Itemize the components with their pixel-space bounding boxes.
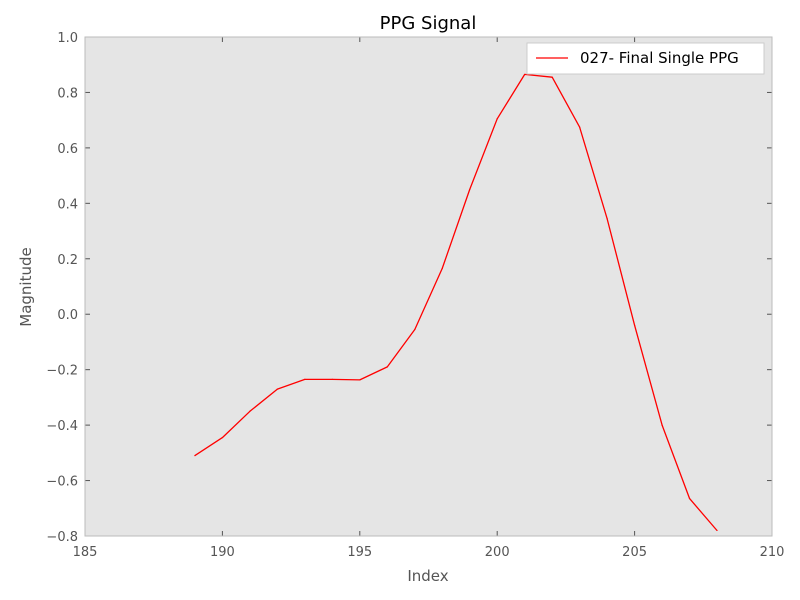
- plot-frame: [84, 36, 773, 537]
- data-point: [331, 378, 333, 380]
- legend-label: 027- Final Single PPG: [580, 49, 739, 67]
- y-tick-label: 0.2: [57, 253, 78, 268]
- data-point: [688, 497, 691, 500]
- data-point: [469, 188, 471, 191]
- data-point: [276, 388, 278, 390]
- y-tick-label: −0.8: [46, 530, 78, 545]
- x-tick-label: 210: [760, 545, 785, 560]
- data-point: [634, 324, 636, 326]
- y-tick-label: 0.6: [57, 142, 78, 157]
- data-point: [496, 118, 498, 120]
- y-axis-title: Magnitude: [17, 247, 35, 326]
- y-tick-label: 1.0: [57, 31, 78, 46]
- y-tick-label: −0.6: [46, 475, 78, 490]
- data-point: [579, 126, 581, 128]
- y-tick-labels: −0.8 −0.6 −0.4 −0.2 0.0 0.2 0.4 0.6 0.8 1.0: [46, 31, 78, 545]
- x-tick-label: 185: [73, 545, 98, 560]
- x-axis-title: Index: [407, 567, 448, 585]
- data-point: [194, 455, 196, 457]
- data-point: [606, 217, 608, 220]
- x-tick-label: 190: [210, 545, 235, 560]
- legend: 027- Final Single PPG: [526, 42, 765, 75]
- x-tick-labels: 185 190 195 200 205 210: [73, 545, 785, 560]
- data-point: [304, 378, 306, 380]
- x-tick-label: 200: [485, 545, 510, 560]
- y-tick-label: 0.0: [57, 308, 78, 323]
- y-tick-label: 0.8: [57, 86, 78, 101]
- data-point: [414, 328, 416, 331]
- y-tick-label: 0.4: [57, 197, 78, 212]
- series-layer: [194, 73, 718, 532]
- x-tick-label: 195: [347, 545, 372, 560]
- data-point: [221, 436, 223, 439]
- data-point: [551, 76, 553, 78]
- data-point: [716, 529, 718, 532]
- y-tick-label: −0.2: [46, 364, 78, 379]
- data-point: [524, 73, 526, 76]
- data-point: [386, 366, 388, 368]
- x-tick-label: 205: [622, 545, 647, 560]
- data-point: [249, 410, 251, 412]
- plot-area: [85, 37, 772, 536]
- data-point: [359, 379, 361, 381]
- series-line: [194, 73, 718, 531]
- y-tick-label: −0.4: [46, 419, 78, 434]
- data-point: [441, 267, 443, 270]
- chart-title: PPG Signal: [380, 13, 477, 34]
- data-point: [661, 424, 663, 426]
